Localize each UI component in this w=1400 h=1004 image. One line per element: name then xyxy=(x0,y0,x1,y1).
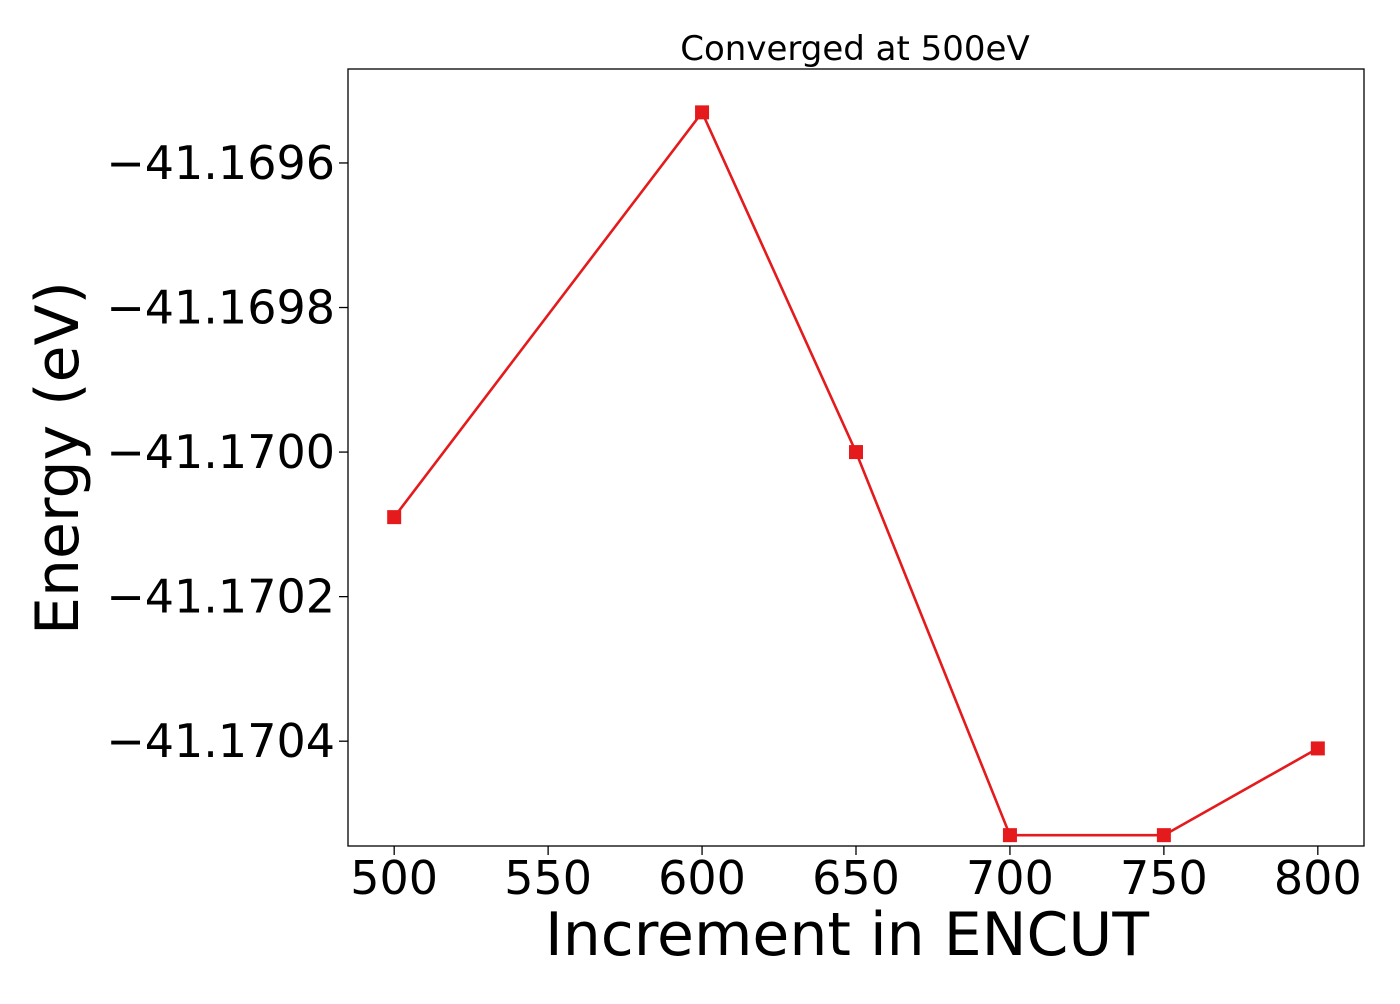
x-tick-label: 550 xyxy=(504,851,592,905)
x-axis: 500 550 600 650 700 750 800 xyxy=(350,846,1362,905)
series-layer xyxy=(387,105,1325,843)
y-tick-label: −41.1702 xyxy=(106,570,335,624)
x-axis-label: Increment in ENCUT xyxy=(545,900,1149,970)
y-axis-label: Energy (eV) xyxy=(23,281,93,635)
chart-title: Converged at 500eV xyxy=(680,29,1029,69)
y-tick-label: −41.1700 xyxy=(106,425,335,479)
x-tick-label: 600 xyxy=(658,851,746,905)
x-tick-label: 650 xyxy=(812,851,900,905)
data-point-marker xyxy=(849,445,863,460)
data-point-marker xyxy=(695,105,710,120)
data-point-marker xyxy=(1002,828,1017,843)
data-point-marker xyxy=(1156,828,1171,843)
plot-frame xyxy=(347,68,1365,847)
x-tick-label: 700 xyxy=(966,851,1054,905)
x-tick-label: 500 xyxy=(350,851,438,905)
y-tick-label: −41.1704 xyxy=(106,714,335,768)
series-line xyxy=(393,111,1319,837)
data-point-marker xyxy=(387,510,402,525)
data-point-marker xyxy=(1310,741,1325,756)
x-tick-label: 750 xyxy=(1120,851,1208,905)
y-tick-label: −41.1698 xyxy=(106,281,335,335)
y-tick-label: −41.1696 xyxy=(106,136,335,190)
y-axis: −41.1696 −41.1698 −41.1700 −41.1702 −41.1704 xyxy=(106,136,348,768)
x-tick-label: 800 xyxy=(1274,851,1362,905)
